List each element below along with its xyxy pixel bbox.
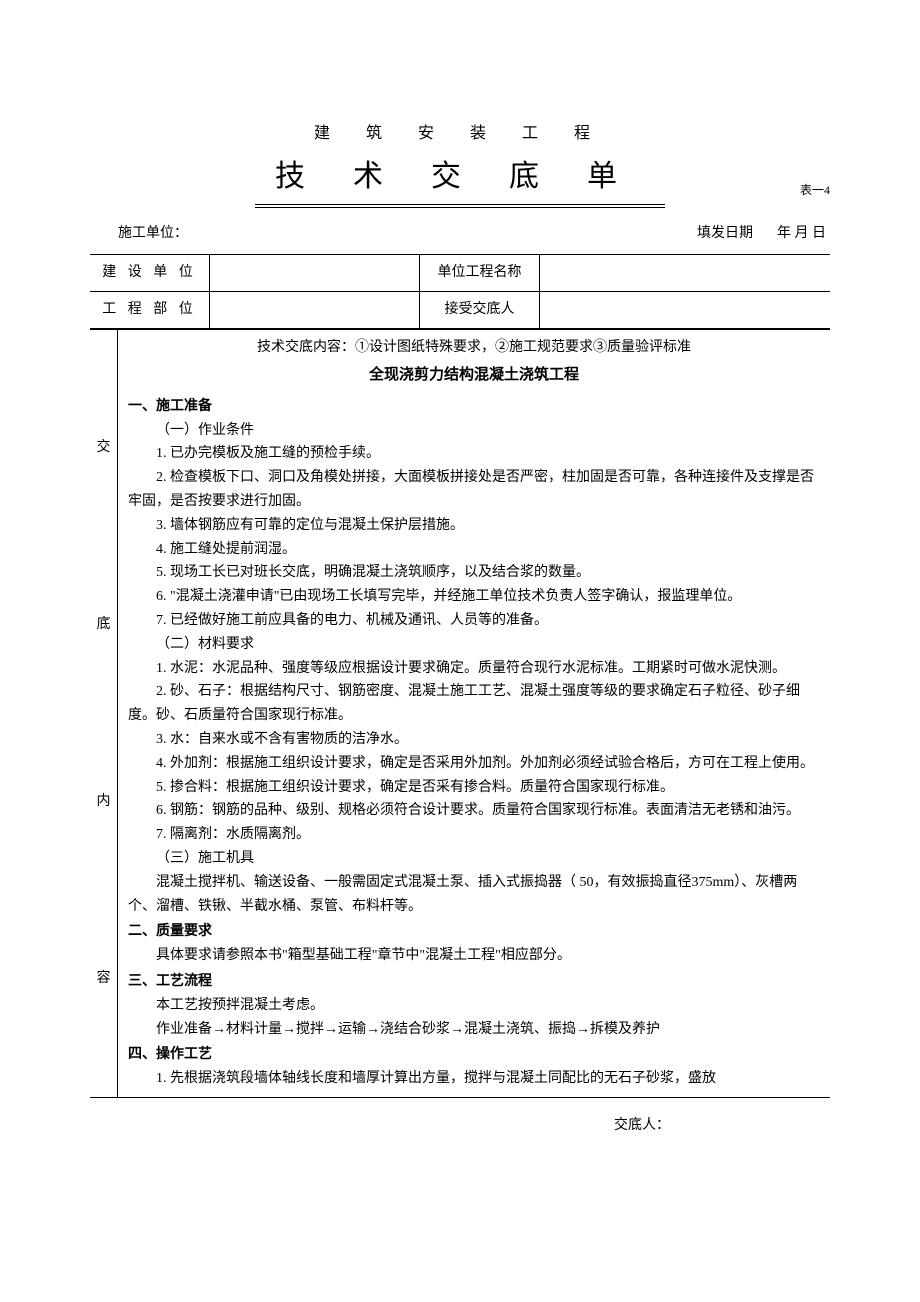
label-project-part: 工 程 部 位: [90, 292, 210, 328]
s1-3: （三）施工机具: [128, 847, 820, 871]
side-char-1: 交: [97, 436, 111, 460]
side-char-2: 底: [97, 613, 111, 637]
s1-1-1: 1. 已办完模板及施工缝的预检手续。: [128, 442, 820, 466]
title-wrap: 技术交底单 表一4: [90, 151, 830, 208]
s2-heading: 二、质量要求: [128, 920, 820, 944]
main-title: 技术交底单: [255, 151, 665, 208]
s4-1: 1. 先根据浇筑段墙体轴线长度和墙厚计算出方量，搅拌与混凝土同配比的无石子砂浆，…: [128, 1067, 820, 1091]
s1-1-7: 7. 已经做好施工前应具备的电力、机械及通讯、人员等的准备。: [128, 609, 820, 633]
subnote: 技术交底内容：①设计图纸特殊要求，②施工规范要求③质量验评标准: [128, 336, 820, 360]
s1-1-4: 4. 施工缝处提前润湿。: [128, 538, 820, 562]
s3-2: 作业准备→材料计量→搅拌→运输→浇结合砂浆→混凝土浇筑、振捣→拆模及养护: [128, 1018, 820, 1042]
doc-subtitle: 建 筑 安 装 工 程: [90, 120, 830, 147]
s1-2-7: 7. 隔离剂：水质隔离剂。: [128, 823, 820, 847]
value-project-name: [540, 255, 830, 291]
section-title: 全现浇剪力结构混凝土浇筑工程: [128, 363, 820, 389]
label-build-unit: 建 设 单 位: [90, 255, 210, 291]
value-receiver: [540, 292, 830, 328]
s1-heading: 一、施工准备: [128, 395, 820, 419]
content-column: 技术交底内容：①设计图纸特殊要求，②施工规范要求③质量验评标准 全现浇剪力结构混…: [118, 330, 830, 1097]
body-row: 交 底 内 容 技术交底内容：①设计图纸特殊要求，②施工规范要求③质量验评标准 …: [90, 329, 830, 1097]
label-receiver: 接受交底人: [420, 292, 540, 328]
s3-1: 本工艺按预拌混凝土考虑。: [128, 994, 820, 1018]
s1-2-5: 5. 掺合料：根据施工组织设计要求，确定是否采有掺合料。质量符合国家现行标准。: [128, 776, 820, 800]
footer-signer: 交底人：: [90, 1114, 830, 1138]
side-column: 交 底 内 容: [90, 330, 118, 1097]
date-ymd: 年 月 日: [777, 222, 826, 246]
s1-3-1: 混凝土搅拌机、输送设备、一般需固定式混凝土泵、插入式振捣器（ 50，有效振捣直径…: [128, 871, 820, 919]
s1-1: （一）作业条件: [128, 419, 820, 443]
s1-1-2: 2. 检查模板下口、洞口及角模处拼接，大面模板拼接处是否严密，柱加固是否可靠，各…: [128, 466, 820, 514]
date-label: 填发日期: [697, 222, 753, 246]
s1-1-5: 5. 现场工长已对班长交底，明确混凝土浇筑顺序，以及结合浆的数量。: [128, 561, 820, 585]
side-char-3: 内: [97, 790, 111, 814]
label-project-name: 单位工程名称: [420, 255, 540, 291]
side-char-4: 容: [97, 967, 111, 991]
header-row-2: 工 程 部 位 接受交底人: [90, 292, 830, 329]
s1-1-6: 6. "混凝土浇灌申请"已由现场工长填写完毕，并经施工单位技术负责人签字确认，报…: [128, 585, 820, 609]
header-row-1: 建 设 单 位 单位工程名称: [90, 255, 830, 292]
s2-1: 具体要求请参照本书"箱型基础工程"章节中"混凝土工程"相应部分。: [128, 944, 820, 968]
s1-2-2: 2. 砂、石子：根据结构尺寸、钢筋密度、混凝土施工工艺、混凝土强度等级的要求确定…: [128, 680, 820, 728]
s3-heading: 三、工艺流程: [128, 970, 820, 994]
value-build-unit: [210, 255, 420, 291]
s4-heading: 四、操作工艺: [128, 1043, 820, 1067]
s1-1-3: 3. 墙体钢筋应有可靠的定位与混凝土保护层措施。: [128, 514, 820, 538]
s1-2-1: 1. 水泥：水泥品种、强度等级应根据设计要求确定。质量符合现行水泥标准。工期紧时…: [128, 657, 820, 681]
s1-2-4: 4. 外加剂：根据施工组织设计要求，确定是否采用外加剂。外加剂必须经试验合格后，…: [128, 752, 820, 776]
meta-row: 施工单位： 填发日期 年 月 日: [118, 222, 826, 246]
value-project-part: [210, 292, 420, 328]
table-label: 表一4: [800, 180, 830, 200]
construction-unit-label: 施工单位：: [118, 222, 188, 246]
s1-2-6: 6. 钢筋：钢筋的品种、级别、规格必须符合设计要求。质量符合国家现行标准。表面清…: [128, 799, 820, 823]
s1-2-3: 3. 水：自来水或不含有害物质的洁净水。: [128, 728, 820, 752]
form-table: 建 设 单 位 单位工程名称 工 程 部 位 接受交底人 交 底 内 容 技术交…: [90, 254, 830, 1098]
s1-2: （二）材料要求: [128, 633, 820, 657]
